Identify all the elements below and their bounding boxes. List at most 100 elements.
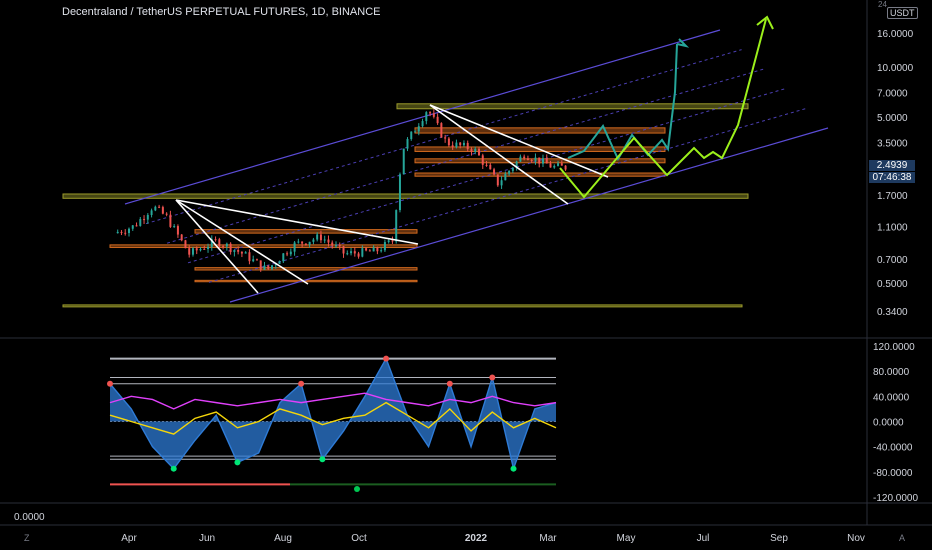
candlestick-series [116, 109, 567, 272]
candle-body [304, 243, 307, 245]
axis-top-hint: 24 [878, 0, 887, 9]
candle-body [474, 148, 477, 152]
candle-body [466, 142, 469, 150]
candle-body [553, 165, 556, 168]
osc-line-magenta [109, 392, 557, 410]
channel-upper [124, 29, 721, 205]
candle-body [143, 219, 146, 221]
osc-overbought-dot [107, 380, 113, 387]
osc-overbought-dot [489, 374, 496, 381]
candle-body [462, 142, 465, 146]
wedge-trendline [175, 199, 309, 285]
osc-tick-label: -80.0000 [873, 468, 913, 479]
time-tick-label: Oct [351, 533, 367, 544]
candle-body [346, 253, 349, 255]
time-tick-label: Jul [697, 533, 710, 544]
osc-tick-label: 40.0000 [873, 392, 910, 403]
time-tick-label: Aug [274, 533, 292, 544]
candle-body [470, 149, 473, 152]
projection-arrow-lime [756, 15, 774, 30]
price-zones [62, 103, 749, 308]
candle-body [327, 239, 330, 243]
channel-lower [229, 127, 829, 303]
osc-blue-area [110, 358, 556, 469]
price-tick-label: 5.0000 [877, 113, 908, 124]
candle-body [139, 219, 142, 226]
candle-body [274, 263, 277, 266]
candle-body [451, 145, 454, 148]
wedge-trendline [429, 104, 609, 178]
osc-oversold-dot [319, 456, 326, 463]
candle-body [252, 259, 255, 262]
auto-scale-icon[interactable]: A [899, 533, 906, 543]
candle-body [203, 248, 206, 250]
parallel-channel [124, 29, 829, 303]
candle-body [523, 156, 526, 159]
candle-body [436, 116, 439, 124]
time-tick-label: Mar [539, 533, 557, 544]
candle-body [308, 241, 311, 245]
candle-body [323, 239, 326, 241]
candle-body [176, 226, 179, 235]
projection-path-lime [559, 18, 767, 199]
currency-unit-button[interactable]: USDT [887, 7, 918, 19]
support-zone [62, 193, 749, 199]
price-tick-label: 1.1000 [877, 222, 908, 233]
time-tick-label: Jun [199, 533, 215, 544]
price-tick-label: 0.3400 [877, 307, 908, 318]
osc-tick-label: 120.0000 [873, 342, 915, 353]
projection-arrow-teal [676, 38, 690, 48]
candle-body [432, 113, 435, 117]
candle-body [233, 250, 236, 253]
candle-body [519, 156, 522, 162]
candle-body [150, 210, 153, 215]
candle-body [154, 206, 157, 211]
candle-body [380, 250, 383, 252]
projection-path-teal [567, 43, 678, 162]
candle-body [383, 242, 386, 251]
timezone-icon[interactable]: Z [24, 533, 30, 543]
candle-body [342, 246, 345, 254]
orange-zone [194, 229, 418, 234]
candle-body [229, 243, 232, 253]
candle-body [402, 148, 405, 175]
candle-body [447, 138, 450, 146]
candle-body [124, 232, 127, 234]
candle-body [128, 228, 130, 234]
candle-body [188, 248, 191, 255]
osc-tick-label: -40.0000 [873, 443, 913, 454]
candle-body [504, 173, 507, 181]
candle-body [440, 123, 443, 138]
candle-body [444, 137, 447, 139]
candle-body [255, 259, 258, 261]
orange-zone [194, 267, 418, 271]
candle-body [425, 112, 428, 122]
candle-body [195, 248, 198, 251]
chart-title: Decentraland / TetherUS PERPETUAL FUTURE… [62, 6, 381, 18]
osc-line-yellow [109, 401, 557, 435]
candle-body [184, 240, 187, 249]
candle-body [218, 239, 221, 247]
price-tick-label: 3.5000 [877, 139, 908, 150]
wedge-trendline [175, 199, 419, 245]
time-tick-label: May [617, 533, 636, 544]
candle-body [557, 163, 560, 166]
candle-body [207, 246, 210, 250]
current-price-tag: 2.4939 [869, 160, 915, 171]
osc-oversold-dot [510, 465, 517, 472]
orange-zone [414, 172, 666, 177]
price-tick-label: 0.5000 [877, 279, 908, 290]
candle-body [338, 245, 341, 247]
candle-body [481, 155, 484, 165]
candle-body [368, 250, 371, 252]
candle-body [331, 242, 334, 246]
candle-body [398, 174, 401, 211]
candle-body [173, 226, 176, 228]
wedge-trendline [429, 104, 569, 205]
candle-body [244, 252, 247, 254]
candle-body [259, 260, 262, 270]
candle-body [286, 253, 289, 255]
candle-body [297, 241, 300, 243]
osc-overbought-dot [446, 380, 453, 387]
